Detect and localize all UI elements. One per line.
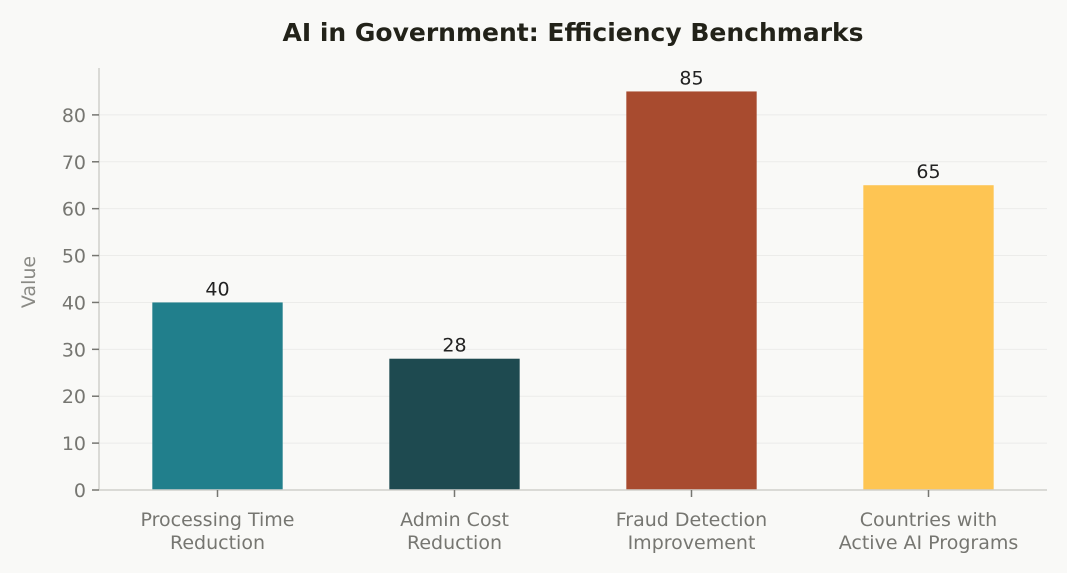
y-axis-label: Value (18, 256, 40, 308)
value-labels: 40 28 85 65 (205, 67, 940, 356)
bar-value-label: 28 (442, 335, 466, 357)
bar-value-label: 40 (205, 278, 229, 300)
bar (626, 91, 757, 490)
y-tick-label: 40 (62, 292, 86, 314)
x-tick-label: Countries with Active AI Programs (839, 509, 1019, 554)
y-tick-label: 70 (62, 152, 86, 174)
y-tick-label: 0 (74, 480, 86, 502)
bar-value-label: 65 (916, 161, 940, 183)
y-tick-label: 20 (62, 386, 86, 408)
chart-title: AI in Government: Efficiency Benchmarks (282, 18, 863, 47)
bar (152, 302, 283, 490)
y-ticks: 0 10 20 30 40 50 60 70 80 (62, 105, 99, 502)
axes (98, 68, 1047, 491)
y-tick-label: 50 (62, 246, 86, 268)
bar-value-label: 85 (679, 67, 703, 89)
bar (863, 185, 994, 490)
y-tick-label: 80 (62, 105, 86, 127)
y-tick-label: 60 (62, 199, 86, 221)
x-tick-label: Processing Time Reduction (141, 509, 295, 554)
x-ticks: Processing Time Reduction Admin Cost Reduct… (141, 490, 1019, 554)
x-tick-label: Fraud Detection Improvement (616, 509, 767, 554)
y-tick-label: 30 (62, 339, 86, 361)
bar (389, 358, 520, 490)
y-tick-label: 10 (62, 433, 86, 455)
x-tick-label: Admin Cost Reduction (400, 509, 509, 554)
bars (152, 91, 994, 490)
